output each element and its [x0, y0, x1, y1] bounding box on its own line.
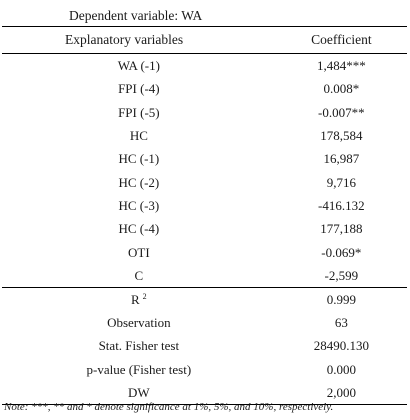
coefficient-cell: 9,716 — [326, 174, 356, 190]
variable-cell: WA (-1) — [117, 58, 160, 74]
coefficient-cell: 177,188 — [320, 221, 363, 237]
stat-value-cell: 28490.130 — [313, 338, 369, 354]
variable-cell: OTI — [128, 244, 150, 260]
header-coefficient: Coefficient — [275, 27, 407, 54]
variable-cell: FPI (-5) — [118, 104, 160, 120]
r-squared-superscript: 2 — [142, 292, 147, 302]
table-row: HC (-3) -416.132 — [2, 194, 407, 217]
r-squared-label: R — [131, 292, 140, 308]
variable-cell: HC (-1) — [118, 151, 160, 167]
table-note: Note: ***, ** and * denote significance … — [4, 401, 334, 413]
stat-label-cell: DW — [2, 380, 276, 405]
variable-cell: HC (-4) — [118, 221, 160, 237]
coefficient-cell: -2,599 — [324, 267, 359, 283]
table-row: FPI (-4) 0.008* — [2, 77, 407, 100]
table-caption: Dependent variable: WA — [2, 0, 407, 27]
variable-cell: C — [134, 267, 144, 283]
stat-label-cell: Stat. Fisher test — [98, 338, 180, 354]
table-row: OTI -0.069* — [2, 240, 407, 263]
stat-label-cell: Observation — [107, 315, 171, 331]
stats-row-dw: DW 2,000 — [2, 380, 407, 405]
table-row: HC (-1) 16,987 — [2, 147, 407, 170]
regression-table-container: Dependent variable: WA Explanatory varia… — [2, 0, 407, 405]
stat-label-cell: p-value (Fisher test) — [86, 361, 192, 377]
coefficient-cell: 16,987 — [323, 151, 360, 167]
table-row: C -2,599 — [2, 264, 407, 288]
coefficient-cell: -416.132 — [318, 197, 365, 213]
table-row: HC (-2) 9,716 — [2, 170, 407, 193]
coefficient-cell: 0.008* — [323, 81, 360, 97]
variable-cell: HC (-3) — [118, 197, 160, 213]
stats-row-fisher-test: Stat. Fisher test 28490.130 — [2, 334, 407, 357]
variable-cell: HC (-2) — [118, 174, 160, 190]
stats-row-observation: Observation 63 — [2, 311, 407, 334]
stat-value-cell: 0.999 — [275, 286, 407, 312]
variable-cell: HC — [129, 128, 148, 144]
coefficient-cell: 1,484*** — [316, 58, 366, 74]
stat-value-cell: 0.000 — [326, 361, 356, 377]
variable-cell: FPI (-4) — [118, 81, 160, 97]
coefficient-cell: -0.007** — [318, 104, 365, 120]
header-row: Explanatory variables Coefficient — [2, 27, 407, 54]
coefficient-cell: 178,584 — [320, 128, 363, 144]
regression-table: Explanatory variables Coefficient WA (-1… — [2, 27, 407, 405]
stat-value-cell: 63 — [334, 315, 348, 331]
coefficient-cell: -0.069* — [321, 244, 362, 260]
table-row: HC 178,584 — [2, 124, 407, 147]
header-explanatory-variables: Explanatory variables — [2, 27, 276, 54]
table-row: FPI (-5) -0.007** — [2, 101, 407, 124]
stats-row-p-value: p-value (Fisher test) 0.000 — [2, 358, 407, 381]
coefficient-rows: WA (-1) 1,484*** FPI (-4) 0.008* FPI (-5… — [2, 54, 407, 288]
table-row: HC (-4) 177,188 — [2, 217, 407, 240]
stat-value-cell: 2,000 — [275, 380, 407, 405]
table-row: WA (-1) 1,484*** — [2, 54, 407, 78]
